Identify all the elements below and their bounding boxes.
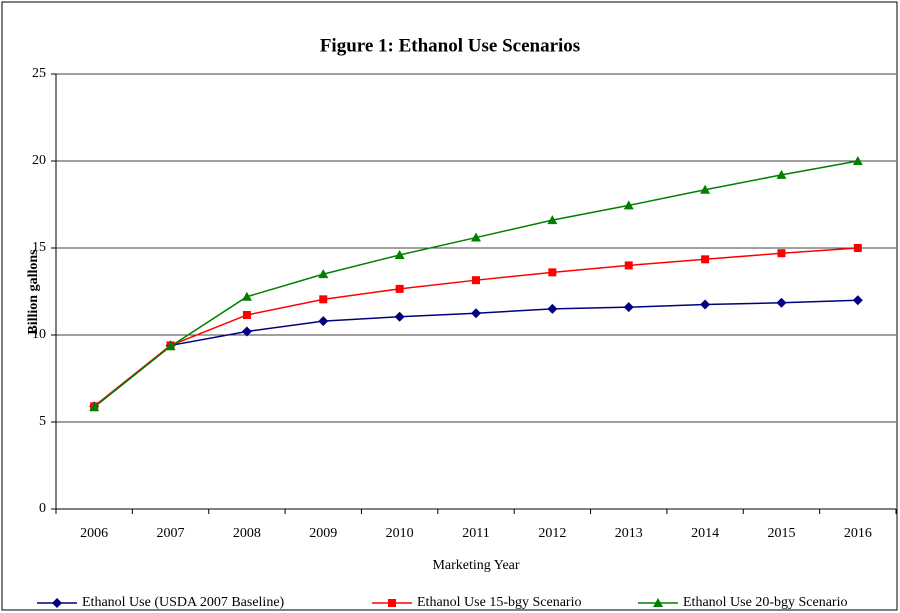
marker xyxy=(394,311,405,322)
marker xyxy=(777,249,786,258)
chart-title: Figure 1: Ethanol Use Scenarios xyxy=(320,35,580,56)
marker xyxy=(52,598,62,608)
x-tick-label: 2012 xyxy=(538,526,566,541)
x-tick-label: 2008 xyxy=(233,526,261,541)
marker xyxy=(471,308,481,319)
marker xyxy=(395,284,404,293)
x-tick-label: 2011 xyxy=(462,526,489,541)
marker xyxy=(653,598,663,607)
x-tick-label: 2014 xyxy=(691,526,719,541)
x-tick-label: 2010 xyxy=(386,526,414,541)
x-tick-label: 2013 xyxy=(615,526,643,541)
y-tick-label: 20 xyxy=(32,153,46,168)
marker xyxy=(241,326,252,337)
marker xyxy=(319,295,328,304)
marker xyxy=(700,184,711,194)
y-tick-label: 10 xyxy=(32,327,46,342)
marker xyxy=(318,269,329,279)
marker xyxy=(388,599,396,607)
legend-label: Ethanol Use 20-bgy Scenario xyxy=(683,595,847,610)
marker xyxy=(548,268,557,277)
marker xyxy=(241,291,252,301)
x-tick-label: 2006 xyxy=(80,526,108,541)
x-tick-label: 2009 xyxy=(309,526,337,541)
marker xyxy=(624,261,633,270)
marker xyxy=(89,402,100,412)
marker xyxy=(318,316,329,327)
marker xyxy=(471,232,481,242)
legend-label: Ethanol Use 15-bgy Scenario xyxy=(417,595,581,610)
marker xyxy=(547,303,558,314)
x-tick-label: 2015 xyxy=(767,526,795,541)
marker xyxy=(776,297,787,308)
marker xyxy=(547,215,558,225)
marker xyxy=(700,299,711,310)
marker xyxy=(776,169,787,179)
marker xyxy=(701,255,710,264)
marker xyxy=(165,341,176,351)
y-tick-label: 0 xyxy=(39,501,46,516)
x-axis-label: Marketing Year xyxy=(432,558,519,573)
y-tick-label: 15 xyxy=(32,240,46,255)
marker xyxy=(853,244,862,252)
marker xyxy=(852,295,863,306)
y-axis-label: Billion gallons xyxy=(26,249,41,335)
y-tick-label: 5 xyxy=(39,414,46,429)
x-tick-label: 2007 xyxy=(157,526,185,541)
marker xyxy=(472,276,480,285)
x-tick-label: 2016 xyxy=(844,526,872,541)
marker xyxy=(623,302,634,313)
marker xyxy=(623,200,634,210)
marker xyxy=(242,310,251,319)
legend-label: Ethanol Use (USDA 2007 Baseline) xyxy=(82,595,285,610)
marker xyxy=(394,249,405,259)
y-tick-label: 25 xyxy=(32,66,46,81)
marker xyxy=(852,156,863,165)
